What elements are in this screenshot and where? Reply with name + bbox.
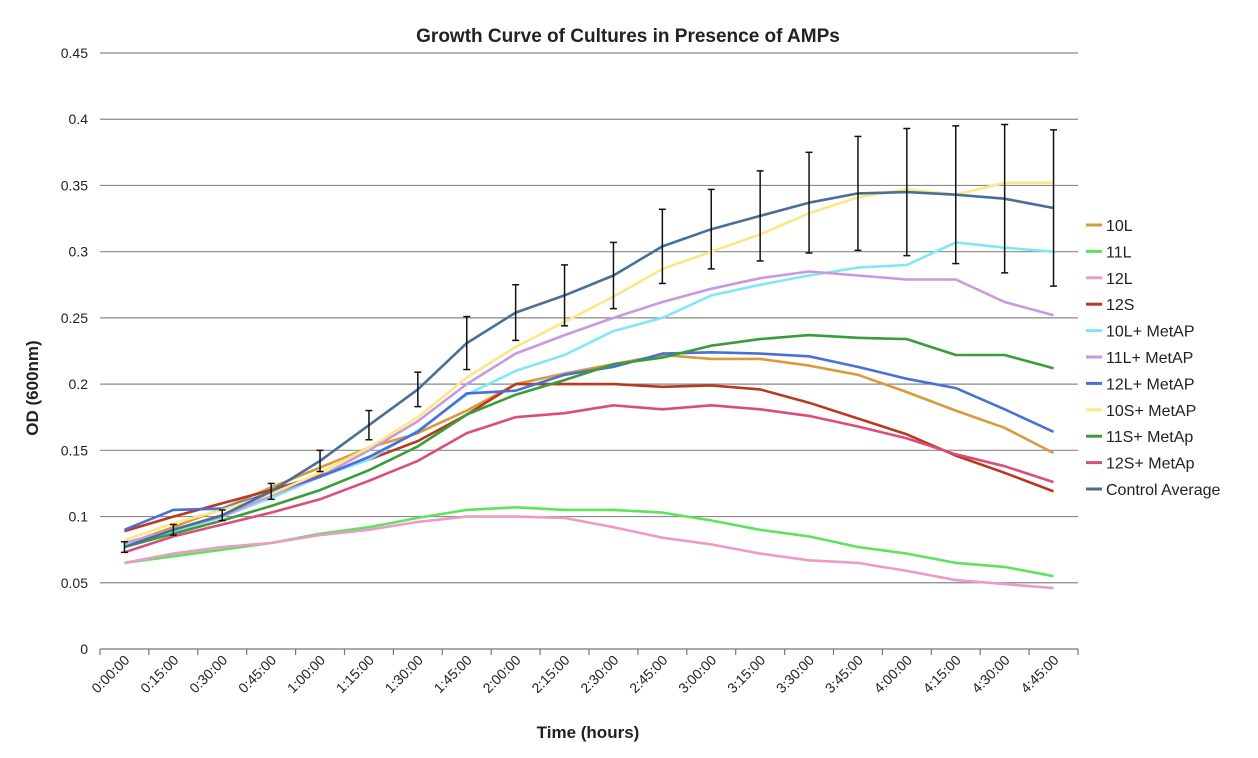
error-bar: [218, 509, 226, 522]
legend-entry: 12L: [1086, 271, 1133, 288]
y-axis-title: OD (600nm): [23, 340, 42, 435]
error-bar: [169, 523, 177, 536]
y-tick-label: 0.3: [69, 244, 89, 260]
x-tick-label: 0:45:00: [235, 652, 279, 696]
error-bar: [707, 188, 715, 270]
series-line: [124, 333, 1054, 549]
series-line: [124, 403, 1054, 554]
x-tick-label: 0:15:00: [137, 652, 181, 696]
error-bar: [658, 208, 666, 285]
error-bar: [561, 264, 569, 327]
x-tick-label: 3:00:00: [675, 652, 719, 696]
x-tick-labels: 0:00:00 0:15:00 0:30:00 0:45:00 1:00:00 1:15:…: [88, 649, 1079, 696]
legend-label: 10L+ MetAP: [1106, 324, 1195, 341]
series-line: [124, 353, 1055, 546]
legend-entry: 11S+ MetAp: [1086, 429, 1193, 446]
legend-label: 12S: [1106, 297, 1134, 314]
x-tick-label: 1:30:00: [382, 652, 426, 696]
error-bar: [267, 482, 275, 501]
y-tick-label: 0.45: [61, 45, 88, 61]
x-tick-label: 1:45:00: [431, 652, 475, 696]
x-axis-title: Time (hours): [537, 723, 640, 742]
x-tick-label: 3:45:00: [822, 652, 866, 696]
legend-label: 11S+ MetAp: [1106, 429, 1193, 446]
legend-entry: 12S: [1086, 297, 1134, 314]
x-tick-label: 2:45:00: [626, 652, 670, 696]
x-tick-label: 1:00:00: [284, 652, 328, 696]
legend-label: 11L: [1106, 244, 1132, 261]
error-bar: [365, 409, 373, 441]
series-line: [124, 190, 1054, 549]
chart-title: Growth Curve of Cultures in Presence of …: [416, 26, 840, 47]
error-bar: [805, 151, 813, 254]
legend-label: 10S+ MetAP: [1106, 403, 1196, 420]
gridlines: [100, 52, 1078, 650]
legend-entry: 10S+ MetAP: [1086, 403, 1196, 420]
legend-entry: 11L: [1086, 244, 1132, 261]
x-tick-label: 4:30:00: [968, 652, 1012, 696]
y-tick-label: 0.1: [69, 509, 89, 525]
legend-label: 10L: [1106, 218, 1133, 235]
x-tick-label: 4:00:00: [871, 652, 915, 696]
legend-entry: 12L+ MetAP: [1086, 376, 1195, 393]
x-tick-label: 4:15:00: [920, 652, 964, 696]
error-bar: [609, 241, 617, 310]
legend-label: 12S+ MetAp: [1106, 456, 1195, 473]
series-line: [124, 505, 1054, 578]
series-line: [124, 241, 1054, 547]
y-tick-label: 0.4: [69, 111, 89, 127]
series-lines: [124, 181, 1055, 590]
series-line: [124, 270, 1054, 545]
legend-label: Control Average: [1106, 482, 1221, 499]
error-bar: [414, 371, 422, 408]
x-tick-label: 2:15:00: [528, 652, 572, 696]
x-tick-label: 4:45:00: [1017, 652, 1061, 696]
legend-label: 12L: [1106, 271, 1133, 288]
legend-entry: 10L+ MetAP: [1086, 324, 1195, 341]
x-tick-label: 1:15:00: [333, 652, 377, 696]
error-bar: [1001, 123, 1009, 274]
y-tick-label: 0.05: [61, 575, 88, 591]
legend-entry: 12S+ MetAp: [1086, 456, 1195, 473]
error-bar: [854, 135, 862, 252]
error-bars: [120, 123, 1058, 554]
error-bar: [120, 540, 128, 554]
error-bar: [463, 315, 471, 371]
error-bar: [952, 125, 960, 265]
x-tick-label: 2:00:00: [479, 652, 523, 696]
legend-label: 11L+ MetAP: [1106, 350, 1193, 367]
error-bar: [756, 170, 764, 262]
y-tick-label: 0.2: [69, 376, 89, 392]
error-bar: [316, 449, 324, 473]
y-tick-label: 0: [80, 641, 88, 657]
error-bar: [903, 127, 911, 257]
legend-entry: 11L+ MetAP: [1086, 350, 1193, 367]
y-tick-label: 0.25: [61, 310, 88, 326]
legend-entry: Control Average: [1086, 482, 1221, 499]
legend-entry: 10L: [1086, 218, 1133, 235]
legend-label: 12L+ MetAP: [1106, 376, 1195, 393]
x-tick-label: 3:30:00: [773, 652, 817, 696]
y-tick-labels: 0 0.05 0.1 0.15 0.2 0.25 0.3 0.35 0.4 0.45: [61, 45, 88, 657]
legend: 10L 11L 12L 12S 10L+ MetAP 11L+ MetAP 12L+ Met…: [1086, 218, 1221, 499]
error-bar: [1050, 129, 1058, 287]
x-tick-label: 2:30:00: [577, 652, 621, 696]
series-line: [124, 515, 1054, 590]
y-tick-label: 0.15: [61, 442, 88, 458]
series-line: [124, 181, 1054, 542]
y-tick-label: 0.35: [61, 177, 88, 193]
x-tick-label: 0:30:00: [186, 652, 230, 696]
error-bar: [512, 284, 520, 342]
x-tick-label: 0:00:00: [88, 652, 132, 696]
x-tick-label: 3:15:00: [724, 652, 768, 696]
